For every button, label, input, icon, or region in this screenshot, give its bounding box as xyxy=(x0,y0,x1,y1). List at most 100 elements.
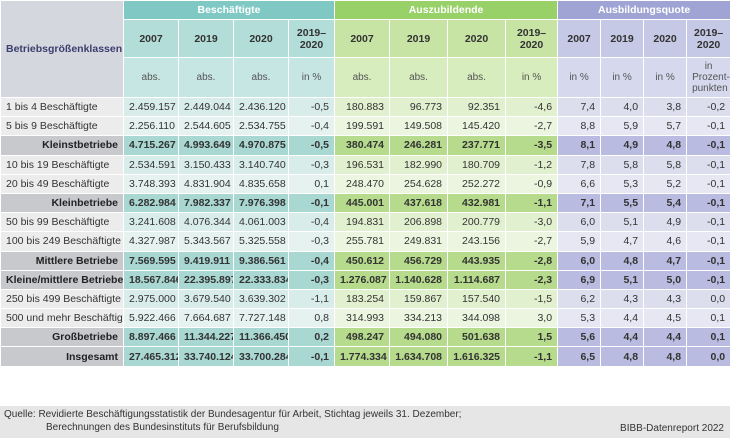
table-cell: 3.140.740 xyxy=(233,154,289,175)
unit-header: abs. xyxy=(123,57,179,98)
table-cell: -4,6 xyxy=(505,96,559,118)
table-cell: 157.540 xyxy=(447,288,507,310)
row-label: 50 bis 99 Beschäftigte xyxy=(0,212,124,233)
table-cell: -1,1 xyxy=(505,192,559,214)
section-training-rate: Ausbildungsquote xyxy=(557,0,730,20)
table-cell: 456.729 xyxy=(389,250,449,271)
data-table: Betriebsgrößenklassen Beschäftigte Auszu… xyxy=(0,0,730,367)
table-cell: 6,5 xyxy=(557,346,602,367)
table-cell: 182.990 xyxy=(389,154,449,175)
table-row: 1 bis 4 Beschäftigte 2.459.157 2.449.044 2.… xyxy=(0,96,730,118)
table-cell: -0,1 xyxy=(686,116,730,137)
table-cell: 4,3 xyxy=(600,288,645,310)
table-cell: -0,1 xyxy=(686,212,730,233)
unit-header: abs. xyxy=(334,57,391,98)
table-cell: 2.544.605 xyxy=(178,116,234,137)
table-cell: 96.773 xyxy=(389,96,449,118)
summary-row: Kleinbetriebe 6.282.984 7.982.337 7.976.398… xyxy=(0,192,730,214)
table-cell: 4.061.003 xyxy=(233,212,289,233)
table-cell: 11.344.227 xyxy=(178,327,234,348)
table-cell: 5,1 xyxy=(600,269,645,290)
table-body: 1 bis 4 Beschäftigte 2.459.157 2.449.044 2.… xyxy=(0,96,730,367)
table-cell: 8.897.466 xyxy=(123,327,179,348)
table-cell: 5,1 xyxy=(600,212,645,233)
table-cell: 437.618 xyxy=(389,192,449,214)
table-cell: 5.343.567 xyxy=(178,231,234,252)
row-label: 100 bis 249 Beschäftigte xyxy=(0,231,124,252)
summary-row: Kleine/mittlere Betriebe insg.18.567.846… xyxy=(0,269,730,290)
table-cell: 9.419.911 xyxy=(178,250,234,271)
table-cell: 6,9 xyxy=(557,269,602,290)
table-cell: 149.508 xyxy=(389,116,449,137)
summary-row: Insgesamt 27.465.312 33.740.124 33.700.284-… xyxy=(0,346,730,367)
table-cell: -3,0 xyxy=(505,212,559,233)
unit-header: in % xyxy=(557,57,602,98)
section-header-row: Betriebsgrößenklassen Beschäftigte Auszu… xyxy=(0,0,730,98)
unit-header: abs. xyxy=(178,57,234,98)
years-row: 2007 2019 2020 2019–2020 2007 2019 2020 2019–20… xyxy=(1,19,730,58)
table-cell: 4,7 xyxy=(600,231,645,252)
year-header: 2020 xyxy=(447,19,507,58)
table-cell: 1.114.687 xyxy=(447,269,507,290)
table-cell: 5.922.466 xyxy=(123,308,179,329)
year-header: 2020 xyxy=(643,19,688,58)
table-row: 100 bis 249 Beschäftigte 4.327.987 5.343.5… xyxy=(0,231,730,252)
table-cell: 4,5 xyxy=(643,308,688,329)
table-cell: -0,9 xyxy=(505,173,559,194)
table-cell: 4.076.344 xyxy=(178,212,234,233)
year-header: 2019 xyxy=(389,19,449,58)
table-cell: 4,8 xyxy=(600,346,645,367)
row-label: Kleinstbetriebe xyxy=(0,135,124,156)
row-label: Kleine/mittlere Betriebe insg. xyxy=(0,269,124,290)
row-label: Kleinbetriebe xyxy=(0,192,124,214)
table-cell: 0,1 xyxy=(686,308,730,329)
table-cell: 11.366.450 xyxy=(233,327,289,348)
unit-header: abs. xyxy=(233,57,289,98)
summary-row: Großbetriebe 8.897.466 11.344.227 11.366.45… xyxy=(0,327,730,348)
section-apprentices: Auszubildende xyxy=(334,0,559,20)
section-employees: Beschäftigte xyxy=(122,0,336,20)
table-cell: -1,2 xyxy=(505,154,559,175)
table-cell: -0,1 xyxy=(686,173,730,194)
table-cell: 27.465.312 xyxy=(123,346,179,367)
table-cell: 9.386.561 xyxy=(233,250,289,271)
table-cell: 2.459.157 xyxy=(123,96,179,118)
table-cell: 5,9 xyxy=(600,116,645,137)
table-cell: 248.470 xyxy=(334,173,391,194)
table-cell: -0,1 xyxy=(686,269,730,290)
table-cell: 2.256.110 xyxy=(123,116,179,137)
table-cell: 6,6 xyxy=(557,173,602,194)
table-cell: 4.835.658 xyxy=(233,173,289,194)
table-cell: 4,9 xyxy=(643,212,688,233)
table-cell: 1.616.325 xyxy=(447,346,507,367)
table-cell: 501.638 xyxy=(447,327,507,348)
table-cell: 1.774.334 xyxy=(334,346,391,367)
table-cell: 5,9 xyxy=(557,231,602,252)
table-cell: 334.213 xyxy=(389,308,449,329)
table-cell: 22.333.834 xyxy=(233,269,289,290)
source-line-1: Quelle: Revidierte Beschäftigungsstatist… xyxy=(4,409,462,420)
table-cell: 380.474 xyxy=(334,135,391,156)
table-cell: -0,5 xyxy=(287,135,336,156)
table-cell: 3.748.393 xyxy=(123,173,179,194)
table-cell: -1,5 xyxy=(505,288,559,310)
table-cell: 4,3 xyxy=(643,288,688,310)
table-cell: 4,9 xyxy=(600,135,645,156)
table-cell: 5.325.558 xyxy=(233,231,289,252)
table-cell: 0,0 xyxy=(686,288,730,310)
table-cell: 7.664.687 xyxy=(178,308,234,329)
table-cell: 243.156 xyxy=(447,231,507,252)
table-cell: -0,3 xyxy=(287,154,336,175)
table-cell: 445.001 xyxy=(334,192,391,214)
table-cell: 18.567.846 xyxy=(123,269,179,290)
table-cell: 5,8 xyxy=(600,154,645,175)
unit-header: in % xyxy=(643,57,688,98)
table-cell: 4.993.649 xyxy=(178,135,234,156)
row-label: 250 bis 499 Beschäftigte xyxy=(0,288,124,310)
table-cell: 199.591 xyxy=(334,116,391,137)
table-cell: 2.534.755 xyxy=(233,116,289,137)
table-cell: -0,1 xyxy=(686,250,730,271)
table-cell: -0,1 xyxy=(287,192,336,214)
table-cell: -1,1 xyxy=(505,346,559,367)
table-cell: 252.272 xyxy=(447,173,507,194)
